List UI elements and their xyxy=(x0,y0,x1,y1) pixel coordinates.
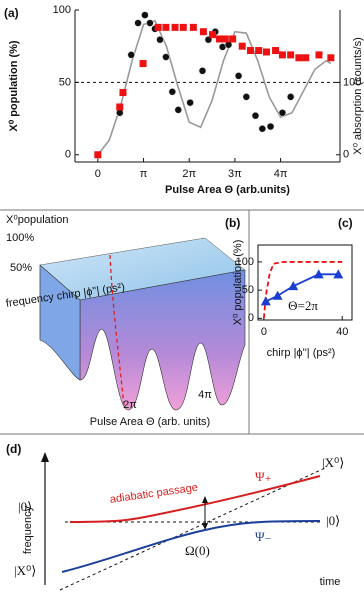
marker xyxy=(179,23,187,31)
panel-label: (b) xyxy=(225,216,240,230)
marker xyxy=(94,151,102,159)
marker xyxy=(295,54,303,62)
marker xyxy=(313,269,324,279)
marker xyxy=(251,111,260,120)
panel-label: (d) xyxy=(6,442,21,456)
marker xyxy=(199,28,207,36)
y2-tick-label: 0 xyxy=(343,149,349,161)
x-tick-label: 0 xyxy=(95,168,101,180)
plot-frame xyxy=(75,10,340,162)
marker xyxy=(154,23,162,31)
marker xyxy=(215,35,223,43)
marker xyxy=(278,51,286,59)
panel-label: (a) xyxy=(4,6,19,20)
y-axis-title: X⁰ population (%) xyxy=(232,240,244,326)
x-tick-label: 4π xyxy=(198,389,212,401)
marker xyxy=(162,23,170,31)
y-tick-label: 0 xyxy=(65,149,71,161)
marker xyxy=(221,35,229,43)
marker xyxy=(286,93,295,101)
marker xyxy=(315,51,323,59)
marker xyxy=(229,35,237,43)
marker xyxy=(134,19,142,27)
state-label: |X⁰⟩ xyxy=(322,455,344,470)
x-axis-title: Pulse Area Θ (arb. units) xyxy=(90,416,210,428)
marker xyxy=(156,35,164,44)
marker xyxy=(146,19,154,27)
y-tick-label: 50 xyxy=(242,284,254,296)
z-tick-label: 50% xyxy=(10,262,32,274)
marker xyxy=(327,54,335,62)
x-tick-label: 4π xyxy=(274,168,288,180)
state-label: |0⟩ xyxy=(18,499,32,514)
annotation: Ω(0) xyxy=(185,543,210,558)
marker xyxy=(242,93,251,101)
y-tick-label: 0 xyxy=(248,312,254,324)
marker xyxy=(288,281,299,291)
marker xyxy=(246,47,254,55)
y-axis-title: frequency xyxy=(22,505,34,554)
marker xyxy=(255,47,263,55)
annotation: Θ=2π xyxy=(288,298,318,313)
marker xyxy=(278,108,287,117)
marker xyxy=(198,67,207,75)
x-tick-label: 2π xyxy=(182,168,196,180)
x-tick-label: 0 xyxy=(261,326,267,338)
marker xyxy=(127,51,135,59)
marker xyxy=(189,23,197,31)
marker xyxy=(139,60,147,68)
series-line xyxy=(97,19,332,156)
x-tick-label: 3π xyxy=(228,168,242,180)
level-diagram xyxy=(41,452,326,591)
marker xyxy=(262,48,270,56)
marker xyxy=(260,296,271,306)
y2-axis-title: X⁰ absorption (counts/s) xyxy=(352,37,364,155)
marker xyxy=(238,42,246,50)
marker xyxy=(287,51,295,59)
x-tick-label: 2π xyxy=(123,399,137,411)
marker xyxy=(171,23,179,31)
marker xyxy=(333,269,344,279)
state-label: |0⟩ xyxy=(326,513,340,528)
y-tick-label: 100 xyxy=(53,4,71,16)
annotation: adiabatic passage xyxy=(109,482,198,506)
state-label: Ψ₊ xyxy=(255,469,271,484)
y-tick-label: 50 xyxy=(59,76,71,88)
marker xyxy=(272,47,280,55)
marker xyxy=(272,290,283,300)
y-tick-label: 100 xyxy=(236,256,254,268)
x-axis-title: time xyxy=(320,576,341,588)
state-label: Ψ₋ xyxy=(255,529,271,544)
y2-tick-label: 100 xyxy=(343,76,361,88)
x-tick-label: π xyxy=(140,168,148,180)
marker xyxy=(119,89,127,97)
marker xyxy=(186,98,194,107)
marker xyxy=(209,31,217,39)
marker xyxy=(162,53,170,61)
surface-plot xyxy=(39,237,246,411)
x-tick-label: 40 xyxy=(336,326,348,338)
state-label: |X⁰⟩ xyxy=(14,563,36,578)
marker xyxy=(234,72,243,80)
marker xyxy=(258,124,267,133)
marker xyxy=(168,87,177,96)
z-tick-label: 100% xyxy=(6,232,34,244)
marker xyxy=(174,106,183,114)
y-axis-title: X⁰ population (%) xyxy=(8,40,20,132)
marker xyxy=(302,54,310,62)
marker xyxy=(141,11,149,19)
x-axis-title: chirp |ϕ''| (ps²) xyxy=(267,347,336,359)
z-axis-title: X⁰population xyxy=(6,214,69,226)
x-axis-title: Pulse Area Θ (arb.units) xyxy=(165,184,290,196)
marker xyxy=(266,122,275,131)
panel-label: (c) xyxy=(338,216,353,230)
marker xyxy=(116,103,124,111)
